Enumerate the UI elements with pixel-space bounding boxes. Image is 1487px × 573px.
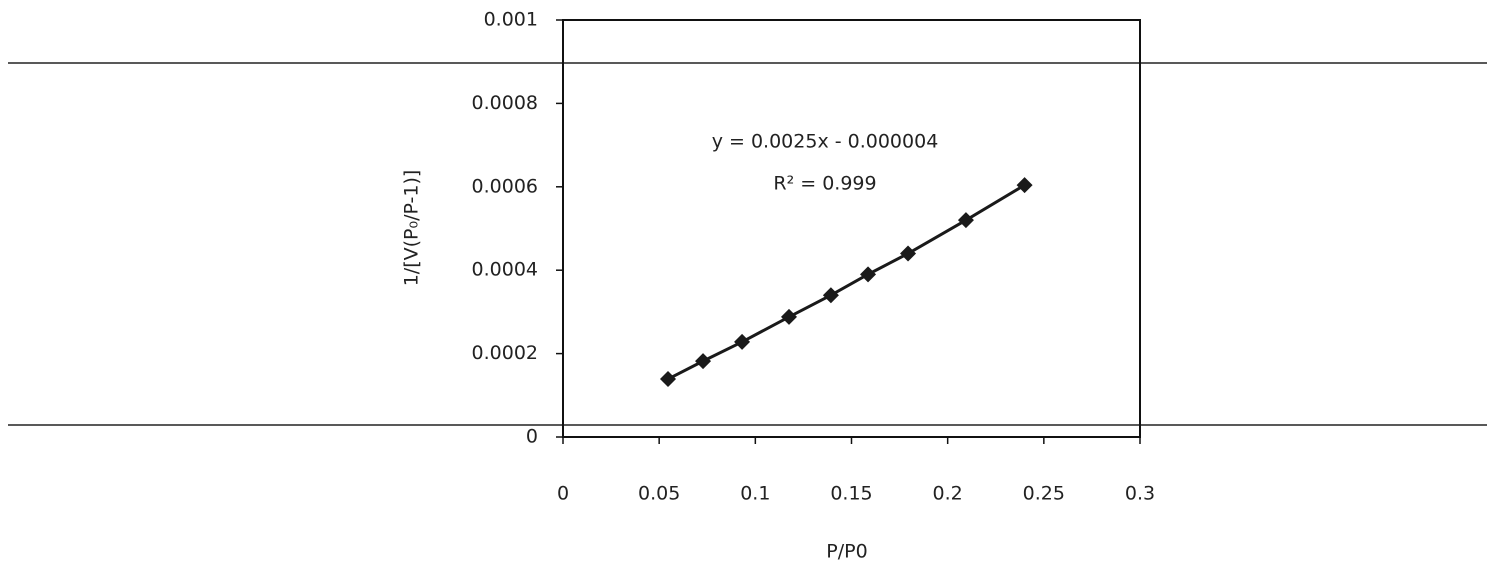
x-tick-label: 0.25 (1023, 483, 1065, 505)
trend-equation: y = 0.0025x - 0.000004 (712, 131, 939, 153)
x-tick-label: 0.3 (1125, 483, 1155, 505)
x-tick-label: 0.15 (830, 483, 872, 505)
data-point (957, 212, 974, 229)
y-axis-title: 1/[V(P₀/P-1)] (401, 170, 423, 287)
y-tick-label: 0.0002 (472, 342, 538, 364)
data-point (860, 266, 877, 283)
series-line (667, 183, 1026, 381)
y-tick-label: 0.0004 (472, 259, 538, 281)
y-tick-label: 0 (526, 426, 538, 448)
plot-area (562, 19, 1141, 438)
data-point (734, 333, 751, 350)
data-point (1016, 177, 1033, 194)
y-tick-label: 0.001 (484, 9, 538, 31)
data-point (695, 353, 712, 370)
data-point (822, 287, 839, 304)
x-tick-label: 0 (557, 483, 569, 505)
x-tick-label: 0.1 (740, 483, 770, 505)
data-point (780, 308, 797, 325)
x-axis-title: P/P0 (826, 541, 867, 563)
r-squared: R² = 0.999 (773, 173, 876, 195)
y-tick-label: 0.0006 (472, 175, 538, 197)
x-tick-label: 0.2 (933, 483, 963, 505)
data-point (900, 245, 917, 262)
y-tick-label: 0.0008 (472, 92, 538, 114)
x-tick-label: 0.05 (638, 483, 680, 505)
data-point (660, 371, 677, 388)
